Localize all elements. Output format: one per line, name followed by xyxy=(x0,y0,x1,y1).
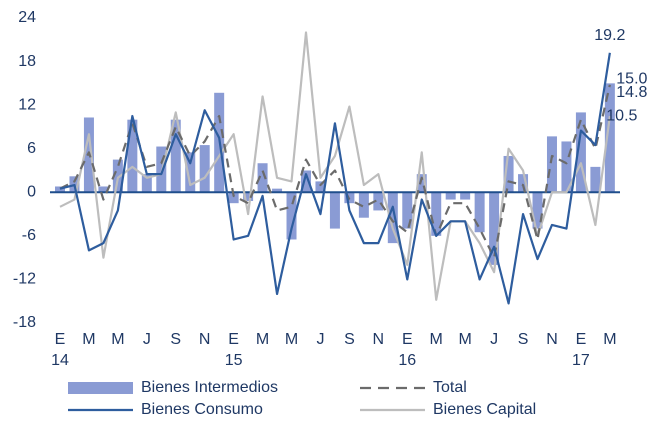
x-tick-label: M xyxy=(111,331,124,348)
bar xyxy=(460,192,471,200)
x-tick-label: M xyxy=(256,331,269,348)
x-tick-label: M xyxy=(82,331,95,348)
value-label: 10.5 xyxy=(606,107,637,124)
bar xyxy=(445,192,456,200)
bar xyxy=(257,163,268,193)
x-tick-label: M xyxy=(285,331,298,348)
legend-label: Bienes Consumo xyxy=(141,401,263,418)
bar xyxy=(590,166,601,193)
bar xyxy=(228,192,239,204)
series-line xyxy=(59,31,611,301)
year-label: 16 xyxy=(398,352,416,369)
y-tick-label: 12 xyxy=(18,96,36,113)
x-tick-label: M xyxy=(458,331,471,348)
bar xyxy=(358,192,369,218)
bar xyxy=(518,174,529,193)
bar xyxy=(98,186,109,193)
value-label: 19.2 xyxy=(594,27,625,44)
year-label: 14 xyxy=(51,352,69,369)
bar xyxy=(243,192,254,201)
x-tick-label: S xyxy=(344,331,355,348)
x-tick-label: M xyxy=(430,331,443,348)
bar xyxy=(329,192,340,229)
bar xyxy=(286,192,297,240)
legend-swatch xyxy=(68,382,133,394)
bar xyxy=(199,145,210,193)
bar xyxy=(185,152,196,193)
bar xyxy=(141,174,152,193)
x-tick-label: E xyxy=(402,331,413,348)
legend-label: Total xyxy=(433,379,467,396)
bar xyxy=(300,170,311,193)
x-tick-label: J xyxy=(316,331,324,348)
y-tick-label: 0 xyxy=(27,184,36,201)
bar xyxy=(416,174,427,193)
legend-label: Bienes Capital xyxy=(433,401,536,418)
x-tick-label: N xyxy=(199,331,211,348)
year-label: 17 xyxy=(572,352,590,369)
x-tick-label: E xyxy=(576,331,587,348)
bar xyxy=(575,112,586,193)
bar xyxy=(561,141,572,193)
bar xyxy=(604,83,615,193)
x-tick-label: S xyxy=(170,331,181,348)
bar xyxy=(387,192,398,244)
bar xyxy=(127,119,138,193)
x-tick-label: M xyxy=(603,331,616,348)
x-tick-label: J xyxy=(143,331,151,348)
bar xyxy=(402,192,413,229)
bar xyxy=(546,136,557,193)
value-label: 15.0 xyxy=(616,71,647,88)
year-label: 15 xyxy=(225,352,243,369)
x-tick-label: N xyxy=(546,331,558,348)
bar xyxy=(474,192,485,233)
y-tick-label: 18 xyxy=(18,53,36,70)
x-tick-label: J xyxy=(490,331,498,348)
value-label: 14.8 xyxy=(616,84,647,101)
series-line xyxy=(59,52,611,305)
bar xyxy=(112,159,123,193)
x-tick-label: E xyxy=(55,331,66,348)
bar xyxy=(170,119,181,193)
y-tick-label: -6 xyxy=(22,227,36,244)
x-tick-label: S xyxy=(518,331,529,348)
y-tick-label: 6 xyxy=(27,140,36,157)
series-line xyxy=(59,84,611,259)
bar xyxy=(373,192,384,211)
y-tick-label: 24 xyxy=(18,9,36,26)
bar xyxy=(532,192,543,229)
y-tick-label: -18 xyxy=(13,314,36,331)
bar xyxy=(489,192,500,265)
y-tick-label: -12 xyxy=(13,271,36,288)
bar xyxy=(315,181,326,193)
x-tick-label: E xyxy=(228,331,239,348)
x-tick-label: N xyxy=(373,331,385,348)
bar xyxy=(431,192,442,236)
bar xyxy=(503,155,514,193)
bar xyxy=(272,188,283,193)
bar xyxy=(55,186,65,193)
legend-label: Bienes Intermedios xyxy=(141,379,278,396)
